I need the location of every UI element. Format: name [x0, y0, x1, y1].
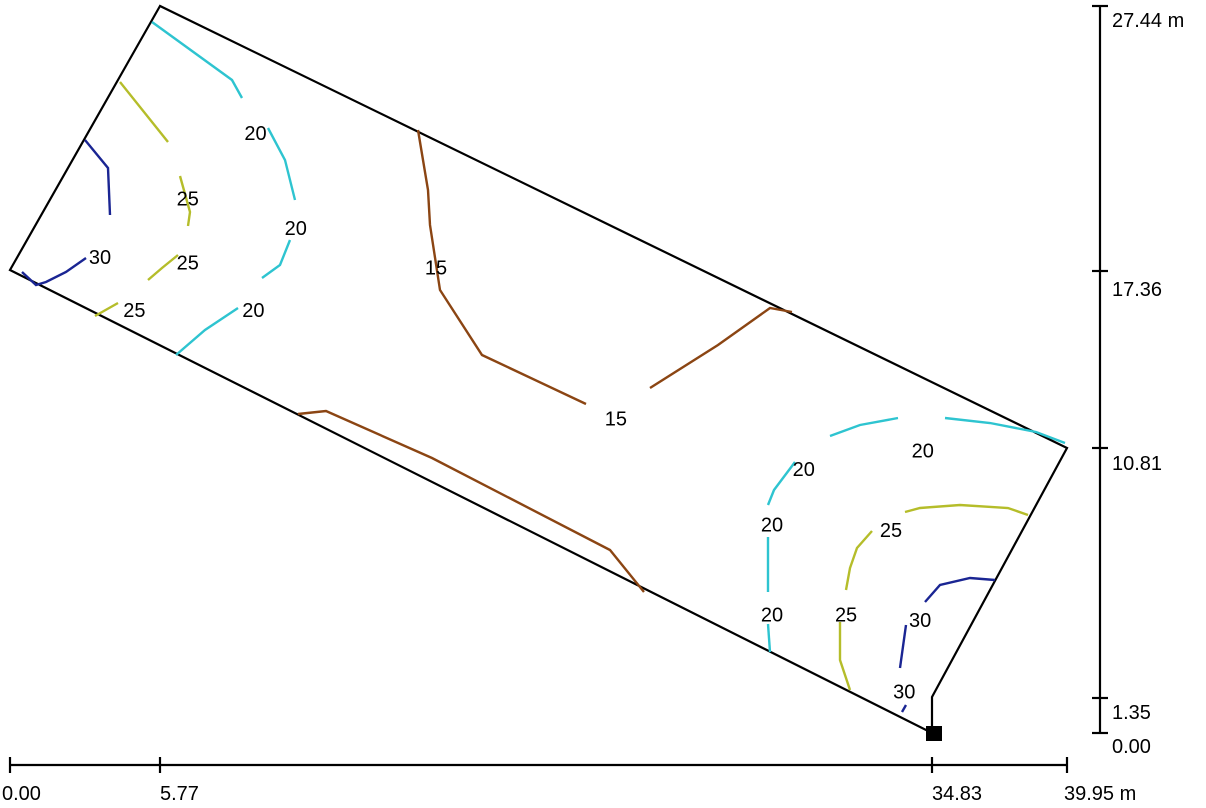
contour-30	[21, 139, 996, 713]
contour-30-left-a	[84, 139, 112, 216]
contour-20-right-e	[766, 623, 772, 653]
contour-15-lower	[297, 409, 645, 593]
contour-15-upper-b	[649, 306, 793, 390]
contour-label-20: 20	[285, 218, 307, 240]
contour-20-right-b	[829, 416, 899, 438]
contour-30-right-b	[898, 624, 908, 669]
x-tick-label-3: 39.95 m	[1064, 783, 1136, 805]
y-tick-label-1: 17.36	[1112, 279, 1162, 301]
contour-25-right-c	[838, 622, 852, 691]
contour-30-left-b	[21, 257, 87, 287]
contour-20-right-c	[766, 461, 796, 506]
contour-label-20: 20	[761, 515, 783, 537]
contour-label-25: 25	[177, 189, 199, 211]
y-tick-label-0: 27.44 m	[1112, 10, 1184, 32]
x-tick-label-0: 0.00	[2, 783, 41, 805]
contour-label-20: 20	[761, 605, 783, 627]
region-boundary	[8, 4, 1069, 735]
contour-label-20: 20	[242, 300, 264, 322]
contour-20-left-d	[175, 307, 239, 356]
contour-label-30: 30	[89, 247, 111, 269]
contour-20	[151, 21, 1066, 653]
y-tick-label-3: 1.35	[1112, 702, 1151, 724]
contour-20-left-a	[151, 21, 244, 99]
contour-25-right-a	[904, 503, 1029, 517]
contour-30-right-c	[900, 704, 908, 713]
contour-label-25: 25	[880, 520, 902, 542]
y-tick-label-4: 0.00	[1112, 736, 1151, 758]
x-scale	[8, 757, 1069, 773]
contour-label-20: 20	[912, 440, 934, 462]
contour-label-25: 25	[123, 300, 145, 322]
x-tick-label-2: 34.83	[932, 783, 982, 805]
contour-label-20: 20	[793, 459, 815, 481]
contour-label-25: 25	[177, 252, 199, 274]
contour-label-20: 20	[244, 123, 266, 145]
contour-20-left-b	[266, 127, 297, 201]
contour-25-left-c	[147, 254, 179, 281]
contour-25	[94, 81, 1029, 691]
contour-25-right-b	[844, 530, 873, 591]
contour-label-30: 30	[909, 610, 931, 632]
contour-20-left-c	[261, 239, 292, 279]
contour-25-left-d	[94, 301, 119, 318]
contour-15-upper	[416, 129, 587, 406]
contour-25-left-b	[178, 175, 192, 227]
contour-label-25: 25	[835, 605, 857, 627]
y-tick-label-2: 10.81	[1112, 453, 1162, 475]
contour-20-right-a	[944, 416, 1066, 445]
contour-label-30: 30	[893, 682, 915, 704]
contour-label-15: 15	[425, 258, 447, 280]
contour-30-right-a	[924, 576, 996, 603]
contour-15	[297, 129, 793, 593]
x-tick-label-1: 5.77	[160, 783, 199, 805]
reference-marker	[926, 726, 942, 741]
contour-label-15: 15	[605, 409, 627, 431]
y-scale	[1092, 4, 1108, 735]
contour-labels: 20 25 20 30 15 25 25 20 15 20 20 20 25 20 25 30 30	[89, 123, 934, 703]
contour-25-left-a	[119, 81, 169, 143]
